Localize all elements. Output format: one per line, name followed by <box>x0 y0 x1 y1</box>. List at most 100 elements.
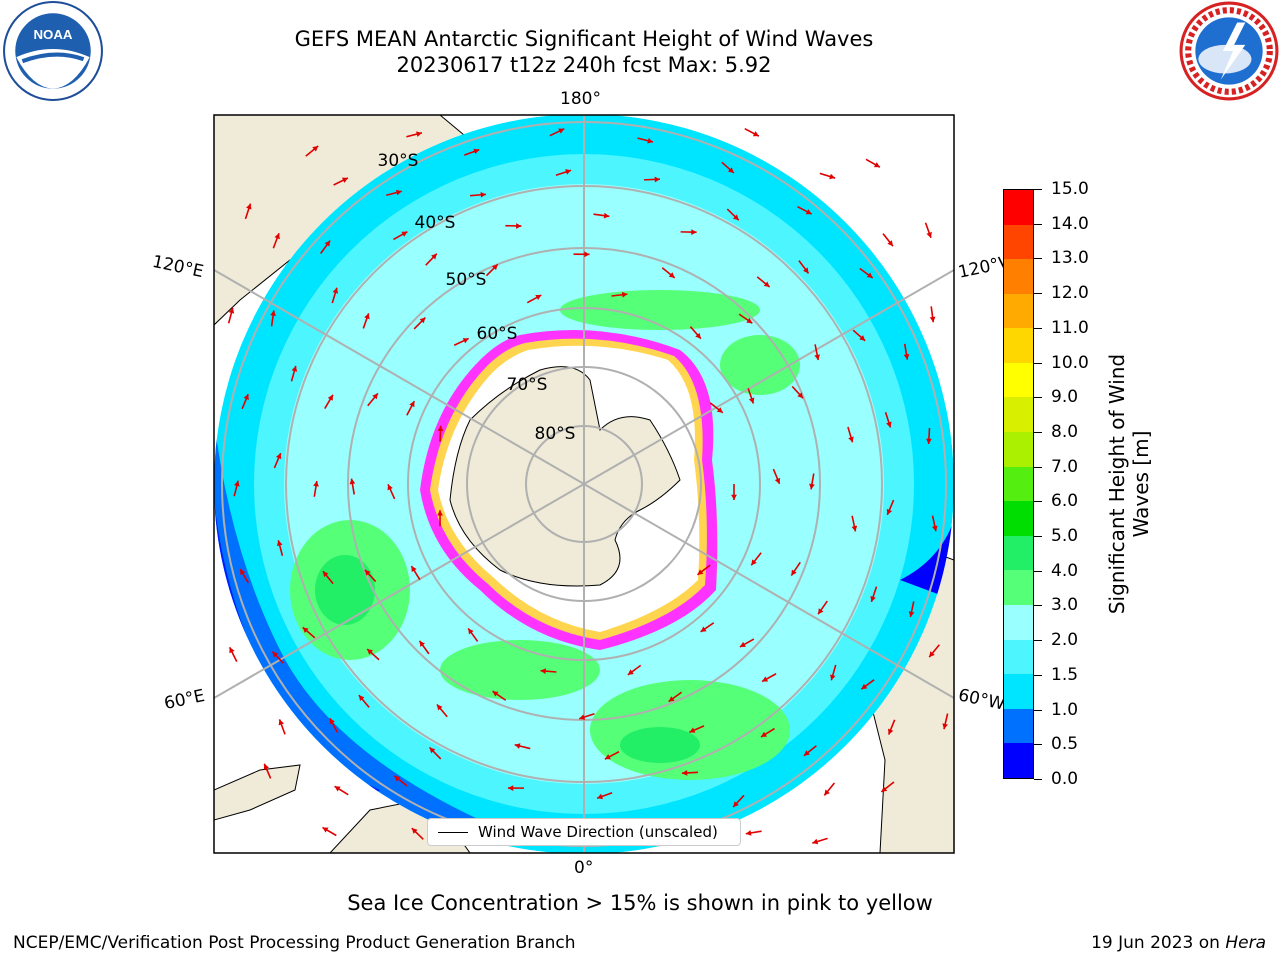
wind-arrow-head <box>278 719 285 726</box>
wind-arrow-head <box>603 212 610 219</box>
lat-label-30s: 30°S <box>377 151 419 171</box>
wind-arrow-head <box>322 827 329 833</box>
wind-arrow-head <box>861 683 868 690</box>
wind-arrow-head <box>691 229 697 235</box>
wind-arrow-head <box>751 559 757 566</box>
wind-arrow-head <box>824 789 830 796</box>
wind-direction-arrows <box>227 127 949 845</box>
colorbar-tick-mark <box>1034 570 1042 572</box>
wind-arrow-head <box>929 651 935 658</box>
wind-arrow-head <box>270 310 276 316</box>
colorbar-tick-label: 8.0 <box>1051 421 1079 442</box>
wind-arrow-head <box>332 287 339 294</box>
colorbar-tick-label: 1.5 <box>1051 664 1079 685</box>
colorbar-tick-mark <box>1034 674 1042 676</box>
wind-arrow-head <box>334 786 341 792</box>
colorbar-swatch <box>1004 743 1033 778</box>
lat-label-50s: 50°S <box>445 270 487 290</box>
wind-arrow-head <box>492 691 499 697</box>
wind-arrow-head <box>228 307 235 314</box>
chart-subtitle: 20230617 t12z 240h fcst Max: 5.92 <box>396 53 772 77</box>
wind-arrow-head <box>818 608 824 615</box>
colorbar-swatch <box>1004 639 1033 675</box>
wind-arrow-head <box>240 569 246 576</box>
wind-arrow-head <box>579 714 586 720</box>
map-frame <box>213 114 955 854</box>
wind-arrow-head <box>797 392 804 399</box>
noaa-logo: NOAA <box>3 1 103 101</box>
wind-arrow-head <box>752 131 759 137</box>
wind-arrow-head <box>473 148 480 155</box>
wind-arrow-head <box>908 611 915 618</box>
wind-arrow-head <box>848 436 854 443</box>
colorbar-tick-label: 12.0 <box>1051 283 1089 304</box>
wind-arrow-head <box>409 401 415 408</box>
wind-arrow-head <box>647 137 654 144</box>
wind-arrow-head <box>329 718 335 725</box>
colorbar-swatch <box>1004 501 1033 536</box>
colorbar-swatch <box>1004 708 1033 744</box>
wind-arrow-head <box>358 695 365 701</box>
wind-arrow-head <box>760 731 767 737</box>
wind-arrow-head <box>695 332 701 339</box>
legend-label: Wind Wave Direction (unscaled) <box>478 823 718 841</box>
colorbar-tick-mark <box>1034 293 1042 295</box>
colorbar-tick-mark <box>1034 605 1042 607</box>
colorbar-tick-mark <box>1034 258 1042 260</box>
wind-arrow-head <box>597 793 604 800</box>
wind-arrow-head <box>762 676 769 682</box>
colorbar-tick-mark <box>1034 640 1042 642</box>
colorbar-tick-label: 2.0 <box>1051 630 1079 651</box>
wind-arrow-head <box>881 786 888 792</box>
wind-arrow-head <box>926 231 932 238</box>
colorbar-tick-label: 0.0 <box>1051 769 1079 789</box>
colorbar-tick-mark <box>1034 397 1042 399</box>
wind-arrow-head <box>558 128 565 134</box>
colorbar-tick-mark <box>1034 223 1042 225</box>
wind-arrow-head <box>668 696 675 702</box>
wind-arrow-head <box>275 453 282 460</box>
wind-arrow-head <box>866 272 873 278</box>
africa-land <box>214 764 301 821</box>
colorbar-swatch <box>1004 674 1033 709</box>
wind-arrow-head <box>859 335 866 341</box>
credit-text: NCEP/EMC/Verification Post Processing Pr… <box>13 933 576 953</box>
colorbar-swatch <box>1004 535 1033 571</box>
wind-arrow-head <box>870 595 876 602</box>
wind-arrow-head <box>341 177 348 183</box>
colorbar-swatch <box>1004 432 1033 467</box>
colorbar-swatch <box>1004 224 1033 260</box>
wind-arrow-head <box>803 750 810 756</box>
wind-arrow-head <box>809 483 815 490</box>
wind-arrow-head <box>246 203 252 210</box>
wind-arrow-head <box>462 338 469 344</box>
colorbar <box>1003 189 1034 779</box>
wind-arrow-head <box>416 131 422 137</box>
wind-arrow-head <box>774 477 781 484</box>
wind-arrow-head <box>886 508 893 515</box>
wind-arrow-head <box>263 763 270 770</box>
colorbar-tick-label: 7.0 <box>1051 456 1079 477</box>
wind-arrow-head <box>540 668 546 674</box>
wind-arrow-head <box>697 569 704 575</box>
lon-label-0: 0° <box>574 858 594 878</box>
colorbar-swatch <box>1004 362 1033 398</box>
colorbar-tick-mark <box>1034 431 1042 433</box>
colorbar-swatch <box>1004 328 1033 363</box>
lat-label-70s: 70°S <box>506 375 548 395</box>
wind-arrow-head <box>739 641 746 647</box>
antarctica-land <box>449 366 681 587</box>
wind-arrow-head <box>507 785 514 791</box>
wind-arrow-head <box>468 628 474 635</box>
wind-arrow-head <box>372 393 378 400</box>
wind-arrow-head <box>514 743 521 749</box>
wind-arrow-head <box>535 295 542 301</box>
wind-arrow-head <box>851 525 858 532</box>
wind-arrow-head <box>327 394 333 401</box>
wind-arrow-head <box>733 801 739 808</box>
noaa-logo-text: NOAA <box>33 27 72 42</box>
wind-arrow-head <box>873 162 880 168</box>
wind-arrow-head <box>411 566 417 573</box>
wind-arrow-head <box>516 223 522 229</box>
colorbar-tick-mark <box>1034 709 1042 711</box>
